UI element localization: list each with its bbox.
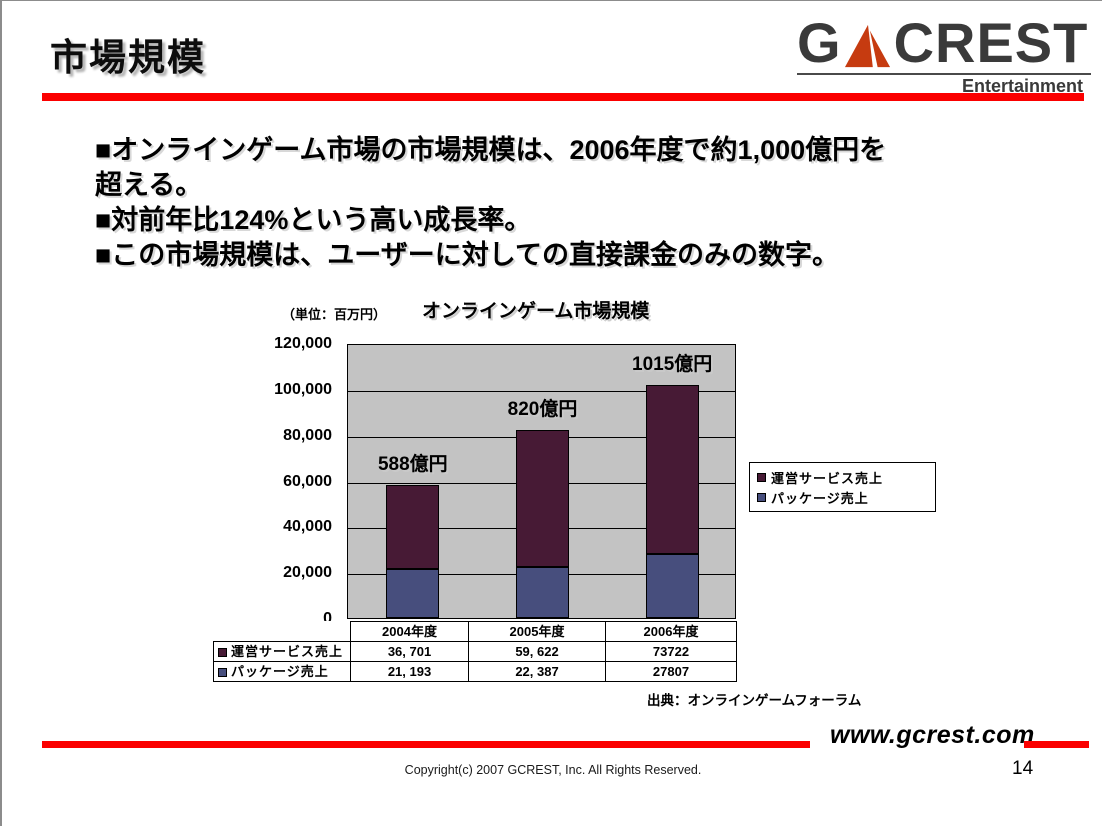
series-swatch-icon bbox=[218, 648, 227, 658]
bar-segment-パッケージ売上 bbox=[516, 566, 569, 618]
page-number: 14 bbox=[1012, 758, 1034, 779]
legend-swatch-icon bbox=[757, 492, 766, 502]
table-header-row: 2004年度 2005年度 2006年度 bbox=[214, 621, 737, 642]
table-row-label: パッケージ売上 bbox=[213, 661, 351, 682]
legend-swatch-icon bbox=[757, 472, 766, 482]
y-axis-tick: 100,000 bbox=[274, 380, 332, 398]
header-red-rule bbox=[42, 93, 1084, 101]
y-axis-tick: 60,000 bbox=[283, 472, 332, 490]
bar-total-label: 1015億円 bbox=[632, 354, 713, 376]
table-value-cell: 59, 622 bbox=[468, 641, 606, 662]
table-value-cell: 21, 193 bbox=[350, 661, 469, 682]
website-text: www.gcrest.com bbox=[830, 721, 1035, 749]
bullet-line: ■この市場規模は、ユーザーに対しての直接課金のみの数字。 bbox=[95, 240, 839, 270]
bar-segment-パッケージ売上 bbox=[386, 569, 440, 618]
bar-segment-運営サービス売上 bbox=[516, 430, 569, 567]
bullet-text-block: ■オンラインゲーム市場の市場規模は、2006年度で約1,000億円を 超える。 … bbox=[95, 133, 886, 273]
table-value-cell: 27807 bbox=[605, 661, 737, 682]
footer-red-rule-left bbox=[42, 741, 810, 748]
chart-data-table: 2004年度 2005年度 2006年度 運営サービス売上 36, 701 59, 622… bbox=[213, 621, 737, 682]
chart-source-note: 出典：オンラインゲームフォーラム bbox=[647, 693, 862, 708]
logo-letters-crest: CREST bbox=[893, 11, 1089, 74]
logo-letter-g: G bbox=[797, 11, 842, 74]
bullet-line: ■対前年比124%という高い成長率。 bbox=[95, 205, 532, 235]
y-axis-tick: 20,000 bbox=[283, 564, 332, 582]
chart-title: オンラインゲーム市場規模 bbox=[422, 301, 650, 322]
y-axis-tick: 40,000 bbox=[283, 518, 332, 536]
table-row-label: 運営サービス売上 bbox=[213, 641, 351, 662]
bar-segment-運営サービス売上 bbox=[645, 385, 699, 555]
copyright-text: Copyright(c) 2007 GCREST, Inc. All Right… bbox=[404, 763, 702, 777]
bar-total-label: 588億円 bbox=[377, 454, 448, 476]
gcrest-logo: G CREST Entertainment bbox=[797, 11, 1091, 97]
chart-unit-label: （単位：百万円） bbox=[282, 307, 387, 322]
legend-label: パッケージ売上 bbox=[771, 490, 869, 506]
table-row: 運営サービス売上 36, 701 59, 622 73722 bbox=[213, 641, 737, 662]
y-axis-tick: 80,000 bbox=[283, 426, 332, 444]
page-title: 市場規模 bbox=[50, 37, 206, 78]
legend-row: 運営サービス売上 bbox=[757, 467, 928, 487]
bullet-line: 超える。 bbox=[95, 170, 203, 200]
footer-red-rule-right bbox=[1024, 741, 1089, 748]
series-swatch-icon bbox=[218, 668, 227, 678]
table-ghost-cell bbox=[214, 622, 351, 642]
logo-underline bbox=[797, 73, 1091, 75]
table-row: パッケージ売上 21, 193 22, 387 27807 bbox=[213, 661, 737, 682]
gridline bbox=[348, 390, 735, 392]
legend-row: パッケージ売上 bbox=[757, 487, 928, 507]
legend-label: 運営サービス売上 bbox=[771, 470, 884, 486]
chart-plot-area: 588億円 820億円 1015億円 bbox=[347, 344, 736, 619]
table-category-header: 2004年度 bbox=[350, 621, 469, 642]
bar-segment-パッケージ売上 bbox=[645, 554, 699, 618]
table-category-header: 2005年度 bbox=[468, 621, 606, 642]
chart-legend: 運営サービス売上 パッケージ売上 bbox=[749, 462, 936, 512]
y-axis-tick: 120,000 bbox=[274, 335, 332, 352]
bar-total-label: 820億円 bbox=[507, 399, 578, 421]
table-value-cell: 22, 387 bbox=[468, 661, 606, 682]
table-value-cell: 73722 bbox=[605, 641, 737, 662]
table-category-header: 2006年度 bbox=[605, 621, 737, 642]
table-value-cell: 36, 701 bbox=[350, 641, 469, 662]
pyramid-icon bbox=[844, 24, 890, 68]
y-axis-tick: 0 bbox=[323, 610, 332, 627]
gcrest-logo-wordmark: G CREST bbox=[797, 11, 1091, 71]
bar-segment-運営サービス売上 bbox=[386, 485, 440, 570]
y-axis-tick-labels: 120,000 100,000 80,000 60,000 40,000 20,000 0 bbox=[237, 335, 332, 629]
logo-subtitle: Entertainment bbox=[961, 76, 1083, 96]
bullet-line: ■オンラインゲーム市場の市場規模は、2006年度で約1,000億円を bbox=[95, 135, 887, 165]
